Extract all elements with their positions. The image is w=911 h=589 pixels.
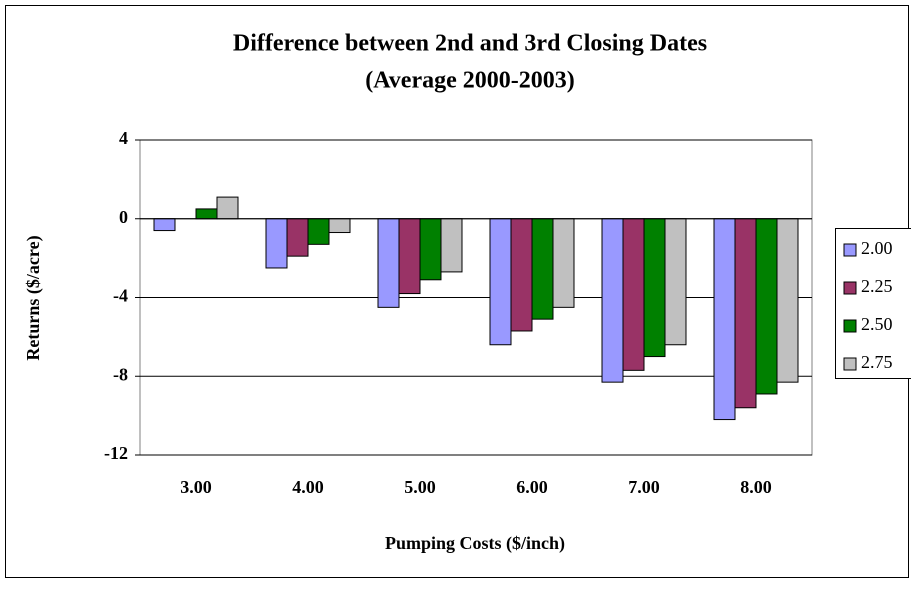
bar bbox=[266, 219, 287, 268]
bar bbox=[665, 219, 686, 345]
bar bbox=[378, 219, 399, 308]
y-tick-label: -8 bbox=[113, 364, 128, 384]
bar bbox=[196, 209, 217, 219]
bar bbox=[777, 219, 798, 382]
bar bbox=[735, 219, 756, 408]
bar bbox=[532, 219, 553, 319]
chart-subtitle: (Average 2000-2003) bbox=[365, 68, 574, 94]
x-tick-label: 6.00 bbox=[516, 477, 548, 497]
x-tick-label: 7.00 bbox=[628, 477, 660, 497]
legend-swatch bbox=[844, 244, 856, 256]
y-tick-label: 4 bbox=[119, 128, 128, 148]
legend-label: 2.25 bbox=[861, 276, 893, 296]
bar bbox=[329, 219, 350, 233]
x-tick-label: 4.00 bbox=[292, 477, 324, 497]
legend-label: 2.75 bbox=[861, 352, 893, 372]
x-tick-label: 5.00 bbox=[404, 477, 436, 497]
bar bbox=[553, 219, 574, 308]
legend-swatch bbox=[844, 320, 856, 332]
bar bbox=[217, 197, 238, 219]
bar bbox=[441, 219, 462, 272]
legend-label: 2.00 bbox=[861, 238, 893, 258]
bar bbox=[490, 219, 511, 345]
x-axis-label: Pumping Costs ($/inch) bbox=[385, 533, 565, 554]
bar bbox=[287, 219, 308, 256]
bar bbox=[511, 219, 532, 331]
x-tick-label: 8.00 bbox=[740, 477, 772, 497]
x-tick-label: 3.00 bbox=[180, 477, 212, 497]
bar bbox=[420, 219, 441, 280]
legend-swatch bbox=[844, 282, 856, 294]
bar bbox=[644, 219, 665, 357]
y-tick-label: -12 bbox=[104, 443, 128, 463]
y-tick-label: -4 bbox=[113, 286, 128, 306]
bar bbox=[756, 219, 777, 394]
bar bbox=[623, 219, 644, 371]
bar bbox=[714, 219, 735, 420]
bar bbox=[399, 219, 420, 294]
bar bbox=[308, 219, 329, 245]
legend-label: 2.50 bbox=[861, 314, 893, 334]
y-axis-label: Returns ($/acre) bbox=[23, 235, 44, 360]
legend-swatch bbox=[844, 358, 856, 370]
y-tick-label: 0 bbox=[119, 207, 128, 227]
bar bbox=[602, 219, 623, 382]
bar bbox=[154, 219, 175, 231]
chart-title: Difference between 2nd and 3rd Closing D… bbox=[233, 31, 707, 57]
